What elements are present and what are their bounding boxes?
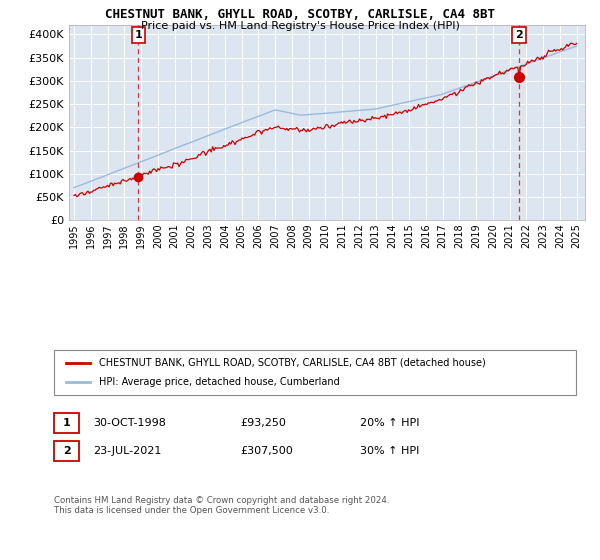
- Text: 1: 1: [63, 418, 70, 428]
- Text: 2: 2: [515, 30, 523, 40]
- Text: Price paid vs. HM Land Registry's House Price Index (HPI): Price paid vs. HM Land Registry's House …: [140, 21, 460, 31]
- Text: 30-OCT-1998: 30-OCT-1998: [93, 418, 166, 428]
- Text: £307,500: £307,500: [240, 446, 293, 456]
- Text: £93,250: £93,250: [240, 418, 286, 428]
- Text: HPI: Average price, detached house, Cumberland: HPI: Average price, detached house, Cumb…: [99, 377, 340, 388]
- Text: Contains HM Land Registry data © Crown copyright and database right 2024.
This d: Contains HM Land Registry data © Crown c…: [54, 496, 389, 515]
- Text: 20% ↑ HPI: 20% ↑ HPI: [360, 418, 419, 428]
- Text: 1: 1: [134, 30, 142, 40]
- Text: 23-JUL-2021: 23-JUL-2021: [93, 446, 161, 456]
- Text: CHESTNUT BANK, GHYLL ROAD, SCOTBY, CARLISLE, CA4 8BT (detached house): CHESTNUT BANK, GHYLL ROAD, SCOTBY, CARLI…: [99, 357, 486, 367]
- Text: 30% ↑ HPI: 30% ↑ HPI: [360, 446, 419, 456]
- Text: 2: 2: [63, 446, 70, 456]
- Text: CHESTNUT BANK, GHYLL ROAD, SCOTBY, CARLISLE, CA4 8BT: CHESTNUT BANK, GHYLL ROAD, SCOTBY, CARLI…: [105, 8, 495, 21]
